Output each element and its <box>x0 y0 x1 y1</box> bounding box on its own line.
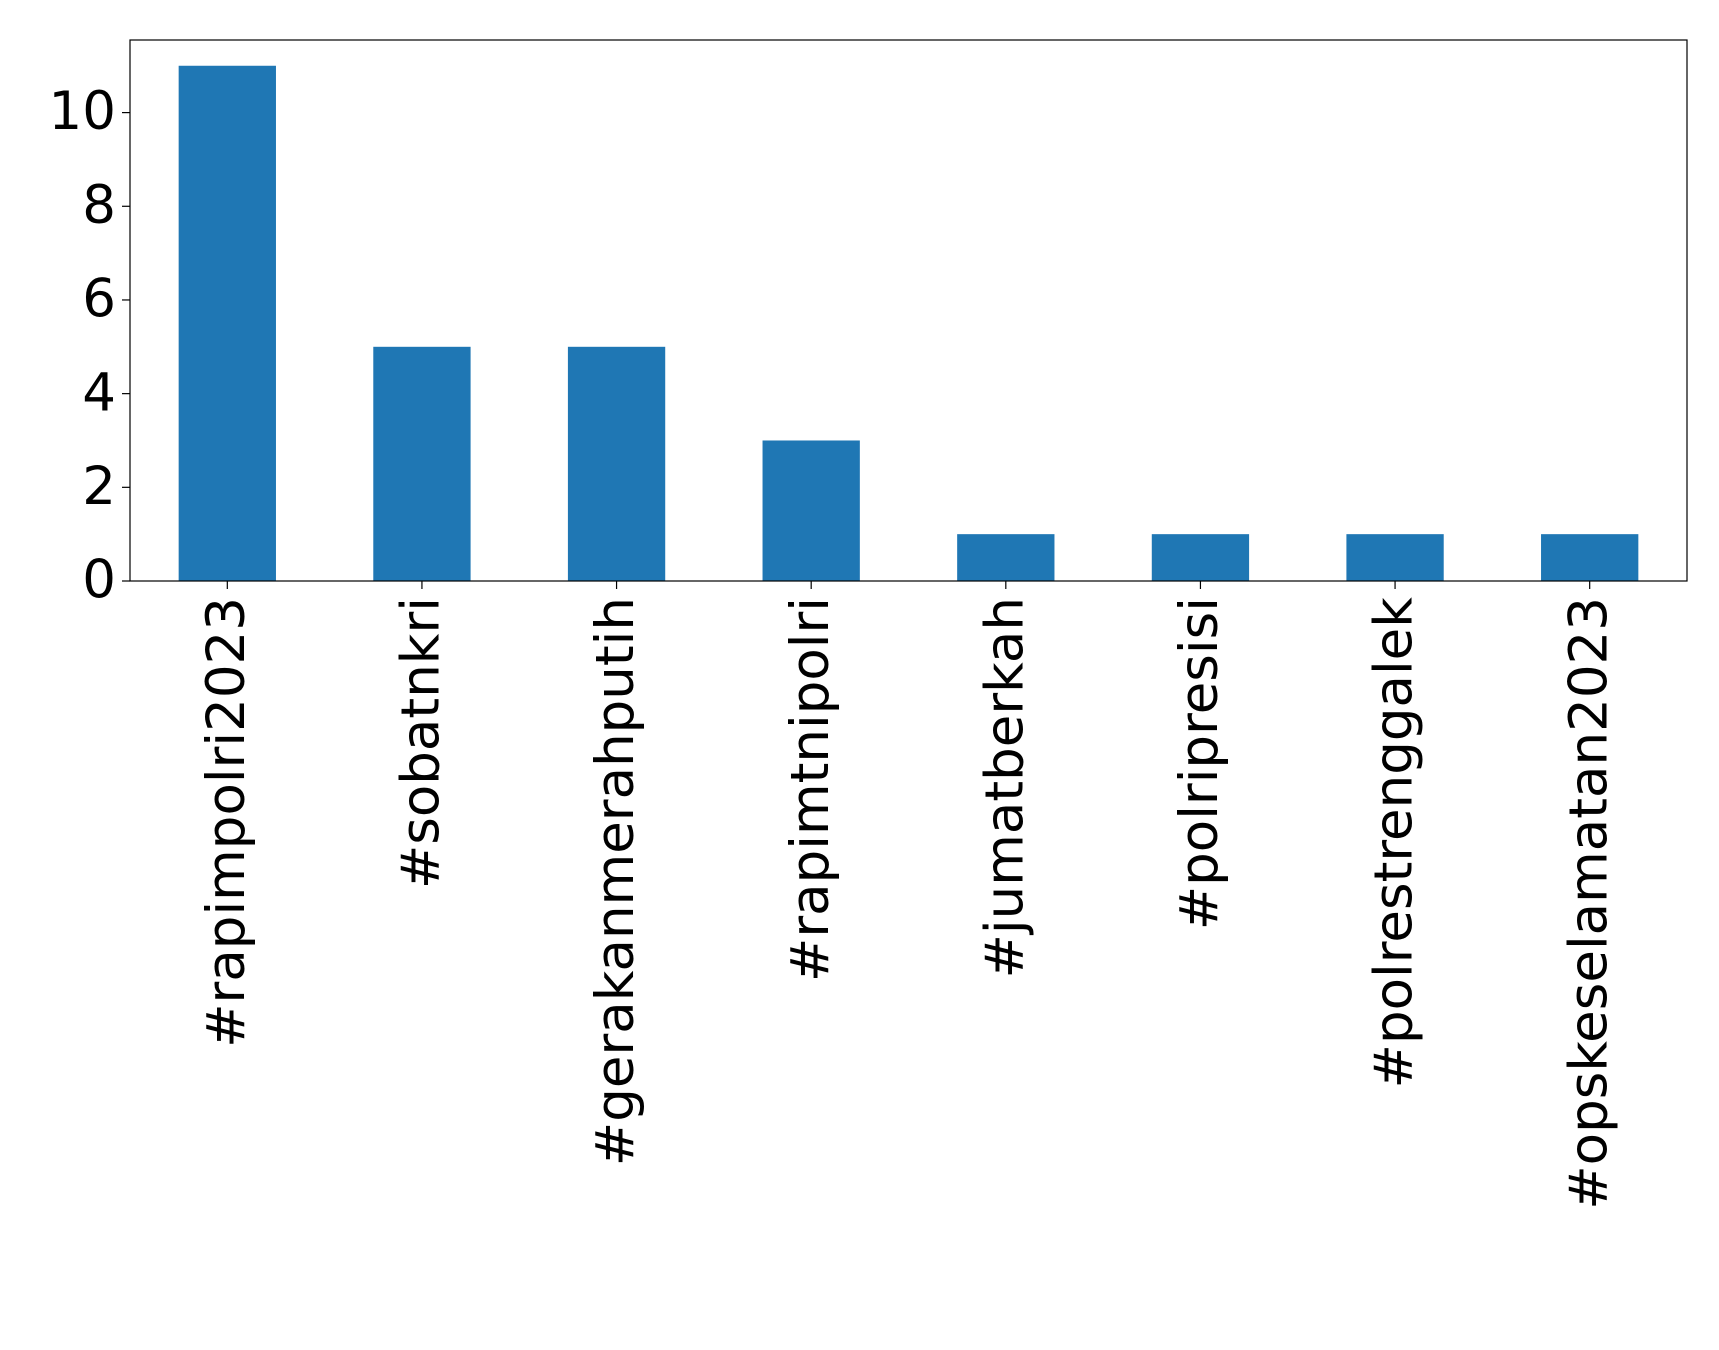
bar <box>1541 534 1639 581</box>
y-tick-label: 4 <box>82 362 116 423</box>
x-tick-label: #rapimtnipolri <box>780 597 841 982</box>
x-tick-label: #polrestrenggalek <box>1364 597 1425 1089</box>
x-tick-label: #rapimpolri2023 <box>196 597 257 1048</box>
bar <box>567 346 666 581</box>
bar <box>373 346 471 581</box>
bar <box>957 534 1055 581</box>
x-tick-label: #sobatnkri <box>391 597 452 889</box>
y-tick-label: 10 <box>49 81 116 142</box>
x-tick-label: #gerakanmerahputih <box>585 597 646 1166</box>
y-tick-label: 8 <box>82 175 116 236</box>
axes-frame <box>129 39 1688 582</box>
bar <box>178 65 276 581</box>
x-tick-label: #polripresisi <box>1169 597 1230 930</box>
bar <box>762 440 860 581</box>
x-tick-label: #jumatberkah <box>974 597 1035 978</box>
y-tick-label: 6 <box>82 269 116 330</box>
x-tick-label: #opskeselamatan2023 <box>1558 597 1619 1210</box>
bar <box>1346 534 1444 581</box>
bar <box>1151 534 1250 581</box>
y-tick-label: 0 <box>82 550 116 611</box>
y-tick-label: 2 <box>82 456 116 517</box>
